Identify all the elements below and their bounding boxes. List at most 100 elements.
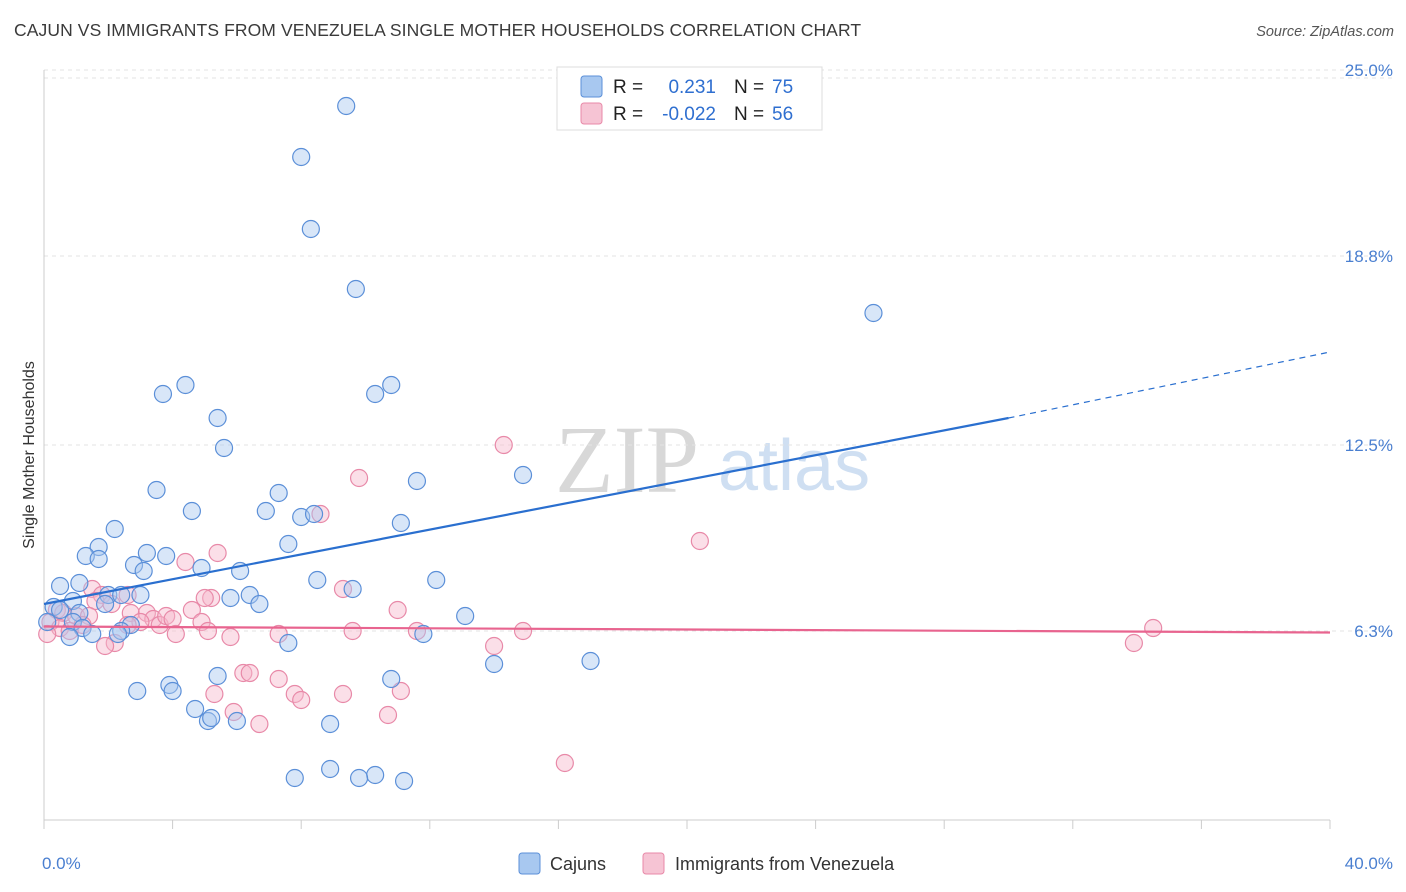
venezuela-point <box>208 543 227 563</box>
venezuela-point <box>1124 633 1143 653</box>
legend-r-label-cajuns: R = <box>613 77 643 98</box>
cajun-point <box>147 480 166 500</box>
cajuns-trend-extension <box>1008 351 1331 419</box>
cajun-point <box>285 768 304 788</box>
venezuela-point <box>269 669 288 689</box>
cajuns-trend-line <box>43 416 1009 606</box>
cajun-point <box>382 375 401 395</box>
y-axis-label: Single Mother Households <box>21 361 38 549</box>
cajun-point <box>366 765 385 785</box>
cajun-point <box>208 666 227 686</box>
cajun-point <box>407 471 427 491</box>
cajun-point <box>60 627 79 647</box>
cajun-point <box>337 96 356 116</box>
venezuela-trend-line <box>43 625 1331 634</box>
cajun-point <box>38 612 57 632</box>
y-tick-labels: 6.3% 12.5% 18.8% 25.0% <box>1345 61 1393 641</box>
bottom-legend-label-cajuns: Cajuns <box>550 854 606 874</box>
cajun-point <box>394 771 414 791</box>
series-legend: Cajuns Immigrants from Venezuela <box>518 852 895 875</box>
cajun-point <box>137 543 156 563</box>
cajun-point <box>208 408 227 428</box>
venezuela-point <box>1144 618 1163 638</box>
cajun-point <box>186 699 205 719</box>
venezuela-point <box>176 552 195 572</box>
cajun-point <box>50 576 70 596</box>
venezuela-point <box>202 588 221 608</box>
venezuela-point <box>118 585 137 605</box>
cajun-point <box>513 465 533 485</box>
bottom-legend-swatch-venezuela <box>642 852 665 875</box>
cajun-point <box>485 654 504 674</box>
cajun-point <box>214 438 234 458</box>
venezuela-point <box>250 714 269 734</box>
cajun-point <box>343 579 362 599</box>
watermark-zip: ZIP <box>555 406 699 513</box>
venezuela-point <box>485 636 504 656</box>
cajun-point <box>304 504 324 524</box>
cajun-point <box>301 219 320 239</box>
cajun-point <box>269 483 288 503</box>
venezuela-point <box>349 468 369 488</box>
cajun-point <box>864 303 883 323</box>
cajun-point <box>89 549 108 569</box>
cajun-point <box>70 603 89 623</box>
legend-n-label-venezuela: N = <box>734 104 764 125</box>
cajun-point <box>128 681 147 701</box>
venezuela-point <box>513 621 533 641</box>
venezuela-point <box>221 627 240 647</box>
cajun-point <box>176 375 195 395</box>
cajun-point <box>250 594 269 614</box>
stats-legend: R = 0.231 N = 75 R = -0.022 N = 56 <box>556 66 823 131</box>
cajun-point <box>346 279 365 299</box>
venezuela-point <box>311 504 330 524</box>
cajun-point <box>391 513 410 533</box>
source-label: Source: ZipAtlas.com <box>1256 24 1394 40</box>
cajun-point <box>124 555 144 575</box>
legend-r-value-venezuela: -0.022 <box>662 104 716 125</box>
legend-swatch-venezuela <box>580 102 603 125</box>
bottom-legend-swatch-cajuns <box>518 852 541 875</box>
venezuela-point <box>95 636 115 656</box>
venezuela-point <box>690 531 709 551</box>
venezuela-point <box>205 684 224 704</box>
venezuela-point <box>391 681 410 701</box>
cajun-point <box>157 546 176 566</box>
cajun-point <box>292 147 311 167</box>
cajun-point <box>121 615 140 635</box>
cajun-point <box>321 714 340 734</box>
trend-lines <box>43 351 1331 634</box>
legend-n-value-cajuns: 75 <box>772 77 793 98</box>
cajun-point <box>308 570 327 590</box>
cajun-point <box>131 585 150 605</box>
venezuela-point <box>343 621 362 641</box>
cajun-point <box>227 711 246 731</box>
venezuela-point <box>163 609 182 629</box>
legend-r-label-venezuela: R = <box>613 104 643 125</box>
x-tick-label: 40.0% <box>1345 854 1393 873</box>
cajun-point <box>182 501 201 521</box>
y-tick-label: 18.8% <box>1345 247 1393 266</box>
cajun-point <box>427 570 446 590</box>
legend-n-label-cajuns: N = <box>734 77 764 98</box>
x-tick-label: 0.0% <box>42 854 81 873</box>
venezuela-point <box>234 663 253 683</box>
series-cajuns-points <box>38 96 883 791</box>
venezuela-point <box>333 579 353 599</box>
venezuela-point <box>195 588 214 608</box>
y-tick-label: 25.0% <box>1345 61 1393 80</box>
venezuela-point <box>182 600 201 620</box>
gridlines <box>44 69 1392 632</box>
venezuela-point <box>333 684 353 704</box>
y-tick-label: 6.3% <box>1354 622 1393 641</box>
venezuela-point <box>494 435 513 455</box>
venezuela-point <box>378 705 398 725</box>
legend-n-value-venezuela: 56 <box>772 104 793 125</box>
venezuela-point <box>555 753 574 773</box>
cajun-point <box>456 606 475 626</box>
cajun-point <box>349 768 369 788</box>
venezuela-point <box>388 600 407 620</box>
cajun-point <box>414 624 433 644</box>
cajun-point <box>50 600 70 620</box>
